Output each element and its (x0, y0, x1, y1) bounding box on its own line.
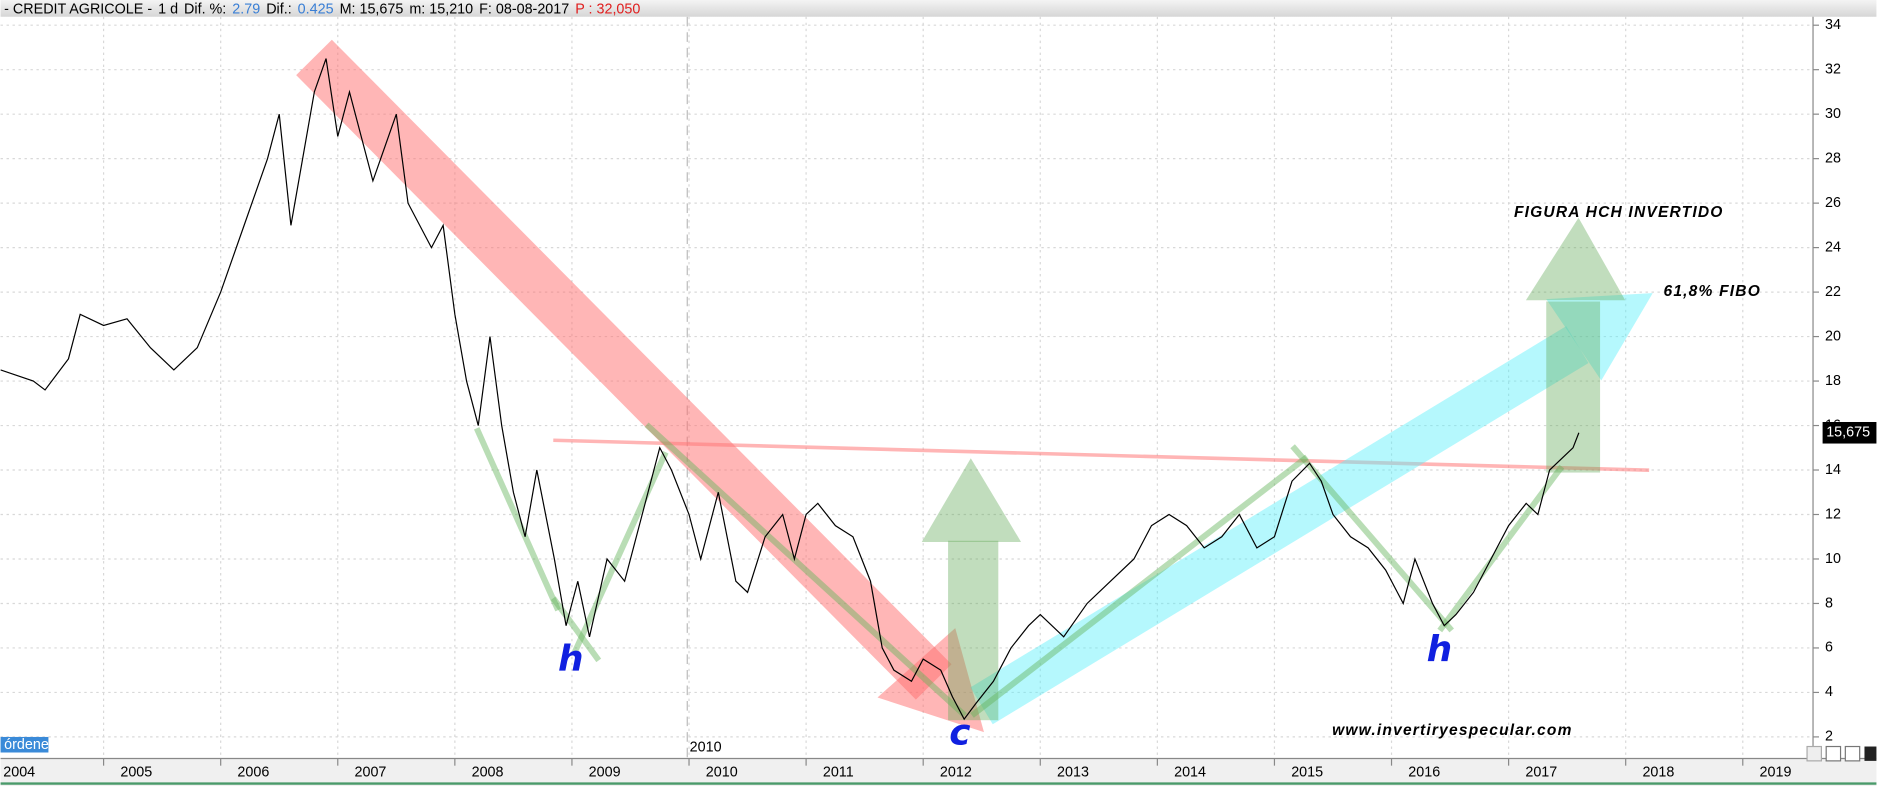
x-tick-label: 2013 (1057, 765, 1089, 781)
axes: 2468101214161820222426283032342004200520… (3, 17, 1877, 781)
y-tick-label: 18 (1825, 373, 1841, 389)
header-bar (0, 0, 1877, 17)
y-tick-label: 14 (1825, 462, 1841, 478)
header-item: - CREDIT AGRICOLE - (4, 1, 152, 17)
cyan-arrow-body (970, 326, 1589, 725)
site-label: www.invertiryespecular.com (1332, 722, 1573, 739)
x-tick-label: 2015 (1291, 765, 1323, 781)
right-shoulder-label: h (1427, 629, 1453, 670)
x-tick-label: 2017 (1525, 765, 1557, 781)
x-tick-label: 2008 (472, 765, 504, 781)
header-item: F: 08-08-2017 (479, 1, 569, 17)
x-axis-bar (0, 758, 1877, 786)
y-tick-label: 34 (1825, 17, 1841, 33)
y-tick-label: 12 (1825, 506, 1841, 522)
toolbar-icons (1806, 745, 1877, 762)
x-tick-label: 2005 (120, 765, 152, 781)
y-tick-label: 22 (1825, 284, 1841, 300)
price-layer (0, 58, 1580, 721)
divider-label: 2010 (690, 740, 722, 756)
y-tick-label: 28 (1825, 150, 1841, 166)
x-tick-label: 2007 (355, 765, 387, 781)
x-tick-label: 2010 (706, 765, 738, 781)
trendlines (473, 422, 1565, 718)
red-arrow-body (296, 39, 952, 700)
x-tick-label: 2006 (237, 765, 269, 781)
y-tick-label: 8 (1825, 595, 1833, 611)
y-tick-label: 10 (1825, 551, 1841, 567)
orders-tab[interactable] (0, 736, 49, 753)
header-item: 0.425 (298, 1, 334, 17)
last-price-box (1822, 421, 1877, 444)
y-tick-label: 20 (1825, 328, 1841, 344)
orders-label[interactable]: órdenes (4, 737, 56, 753)
icon[interactable] (1864, 746, 1877, 761)
header-item: 1 d (158, 1, 178, 17)
x-tick-label: 2004 (3, 765, 35, 781)
cyan-arrow-head (1546, 293, 1653, 381)
icon[interactable] (1825, 745, 1842, 762)
header-item: 2.79 (232, 1, 260, 17)
header-item: M: 15,675 (340, 1, 404, 17)
neckline (553, 438, 1650, 472)
pattern-label: FIGURA HCH INVERTIDO (1514, 204, 1724, 221)
green-arrow-body (948, 540, 999, 721)
y-tick-label: 26 (1825, 195, 1841, 211)
x-tick-label: 2018 (1642, 765, 1674, 781)
green-arrow-head (1525, 217, 1626, 301)
overlays (296, 39, 1653, 733)
header-text: - CREDIT AGRICOLE - 1 d Dif. %: 2.79 Dif.: 0.… (4, 1, 640, 17)
header-item: P : 32,050 (575, 1, 640, 17)
header-item: m: 15,210 (409, 1, 473, 17)
y-tick-label: 24 (1825, 239, 1841, 255)
y-tick-label: 30 (1825, 106, 1841, 122)
fibo-label: 61,8% FIBO (1663, 283, 1761, 300)
last-price-label: 15,675 (1826, 425, 1870, 441)
y-tick-label: 6 (1825, 640, 1833, 656)
y-tick-label: 4 (1825, 684, 1833, 700)
x-tick-label: 2016 (1408, 765, 1440, 781)
y-tick-label: 2 (1825, 729, 1833, 745)
y-tick-label: 32 (1825, 61, 1841, 77)
x-tick-label: 2014 (1174, 765, 1206, 781)
header-item: Dif. %: (184, 1, 226, 17)
x-tick-label: 2019 (1760, 765, 1792, 781)
green-arrow-body (1546, 301, 1601, 473)
header-item: Dif.: (266, 1, 292, 17)
price-line (0, 58, 1580, 721)
x-tick-label: 2009 (589, 765, 621, 781)
green-arrow-head (921, 458, 1022, 542)
left-shoulder-label: h (558, 638, 584, 679)
grid (0, 16, 1814, 759)
head-label: c (949, 713, 970, 754)
icon[interactable] (1844, 745, 1861, 762)
x-tick-label: 2012 (940, 765, 972, 781)
x-tick-label: 2011 (823, 765, 854, 781)
icon[interactable] (1806, 745, 1823, 762)
